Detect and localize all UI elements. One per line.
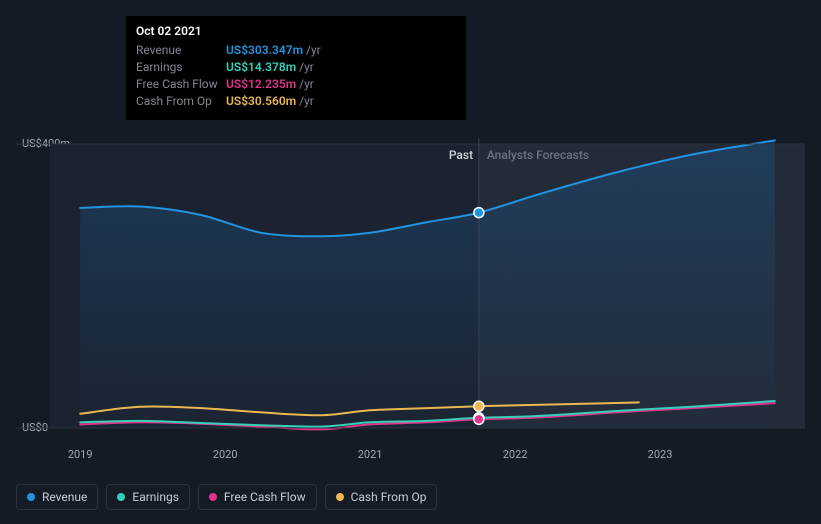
legend-swatch — [209, 493, 217, 501]
period-past-label: Past — [449, 148, 473, 162]
tooltip-row-label: Earnings — [136, 59, 226, 76]
tooltip-row-label: Cash From Op — [136, 93, 226, 110]
legend-swatch — [27, 493, 35, 501]
chart-tooltip: Oct 02 2021 RevenueUS$303.347m/yrEarning… — [126, 16, 466, 120]
line-chart — [16, 120, 805, 440]
legend-item-revenue[interactable]: Revenue — [16, 484, 98, 510]
tooltip-row-unit: /yr — [299, 93, 314, 110]
period-labels: Past Analysts Forecasts — [16, 148, 805, 164]
legend-label: Cash From Op — [351, 490, 427, 504]
legend-swatch — [117, 493, 125, 501]
tooltip-row: Cash From OpUS$30.560m/yr — [136, 93, 456, 110]
tooltip-row: RevenueUS$303.347m/yr — [136, 42, 456, 59]
x-axis-label: 2020 — [213, 448, 238, 461]
legend-item-cash-from-op[interactable]: Cash From Op — [325, 484, 438, 510]
period-forecast-label: Analysts Forecasts — [487, 148, 589, 162]
x-axis-labels: 2019 2020 2021 2022 2023 — [16, 448, 805, 464]
tooltip-row: EarningsUS$14.378m/yr — [136, 59, 456, 76]
tooltip-row-value: US$303.347m — [226, 42, 303, 59]
legend-item-free-cash-flow[interactable]: Free Cash Flow — [198, 484, 317, 510]
tooltip-row-label: Free Cash Flow — [136, 76, 226, 93]
tooltip-date: Oct 02 2021 — [136, 24, 456, 38]
tooltip-row-value: US$30.560m — [226, 93, 296, 110]
legend-label: Free Cash Flow — [224, 490, 306, 504]
legend: Revenue Earnings Free Cash Flow Cash From O… — [16, 484, 437, 510]
x-axis-label: 2023 — [648, 448, 673, 461]
tooltip-row-unit: /yr — [299, 76, 314, 93]
x-axis-label: 2021 — [358, 448, 383, 461]
tooltip-row: Free Cash FlowUS$12.235m/yr — [136, 76, 456, 93]
chart-area[interactable] — [16, 120, 805, 440]
legend-item-earnings[interactable]: Earnings — [106, 484, 190, 510]
tooltip-row-unit: /yr — [306, 42, 321, 59]
legend-label: Earnings — [132, 490, 179, 504]
tooltip-row-label: Revenue — [136, 42, 226, 59]
x-axis-label: 2019 — [68, 448, 93, 461]
tooltip-row-value: US$12.235m — [226, 76, 296, 93]
x-axis-label: 2022 — [503, 448, 528, 461]
legend-label: Revenue — [42, 490, 87, 504]
legend-swatch — [336, 493, 344, 501]
tooltip-row-value: US$14.378m — [226, 59, 296, 76]
tooltip-row-unit: /yr — [299, 59, 314, 76]
